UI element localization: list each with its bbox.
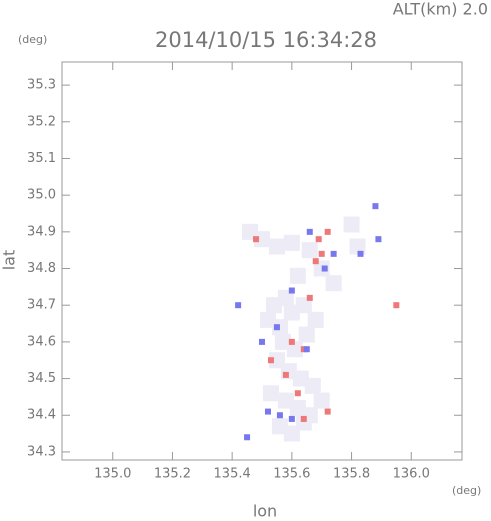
y-tick-label: 34.5 bbox=[27, 371, 56, 386]
y-axis-label: lat bbox=[0, 250, 19, 271]
data-point bbox=[349, 238, 366, 255]
data-point bbox=[301, 242, 318, 259]
data-point bbox=[306, 294, 313, 301]
data-point bbox=[283, 234, 300, 251]
data-point bbox=[375, 236, 382, 243]
data-point bbox=[312, 258, 319, 265]
data-point bbox=[330, 250, 337, 257]
y-tick-label: 35.0 bbox=[27, 188, 56, 203]
data-point bbox=[321, 265, 328, 272]
data-point bbox=[300, 415, 307, 422]
y-tick-label: 34.6 bbox=[27, 334, 56, 349]
y-tick-label: 34.3 bbox=[27, 444, 56, 459]
y-tick-label: 35.1 bbox=[27, 151, 56, 166]
y-tick-label: 34.9 bbox=[27, 224, 56, 239]
y-tick-label: 34.8 bbox=[27, 261, 56, 276]
data-point bbox=[289, 267, 306, 284]
y-tick-label: 35.2 bbox=[27, 114, 56, 129]
y-tick-label: 34.4 bbox=[27, 408, 56, 423]
data-point bbox=[276, 412, 283, 419]
chart-title: 2014/10/15 16:34:28 bbox=[155, 28, 377, 52]
x-tick-label: 136.0 bbox=[393, 467, 430, 482]
data-point bbox=[294, 390, 301, 397]
data-point bbox=[303, 346, 310, 353]
data-point bbox=[282, 371, 289, 378]
data-point bbox=[307, 311, 324, 328]
data-point bbox=[372, 203, 379, 210]
data-point bbox=[298, 326, 315, 343]
data-point bbox=[253, 236, 260, 243]
data-point bbox=[315, 236, 322, 243]
data-point bbox=[264, 408, 271, 415]
data-point bbox=[259, 338, 265, 345]
data-point bbox=[265, 297, 282, 314]
y-tick-label: 35.3 bbox=[27, 78, 56, 93]
data-point bbox=[343, 216, 360, 233]
data-point bbox=[288, 338, 295, 345]
data-point bbox=[318, 250, 325, 257]
data-point bbox=[273, 324, 280, 331]
data-point bbox=[288, 415, 295, 422]
data-point bbox=[357, 250, 364, 257]
data-point bbox=[268, 238, 285, 255]
x-tick-label: 135.8 bbox=[333, 467, 370, 482]
plot-frame bbox=[61, 61, 463, 461]
data-point bbox=[306, 228, 313, 235]
x-tick-label: 135.4 bbox=[214, 467, 251, 482]
data-point bbox=[313, 392, 330, 409]
data-point bbox=[262, 385, 279, 402]
data-point bbox=[288, 287, 295, 294]
data-point bbox=[295, 414, 312, 431]
data-point bbox=[324, 228, 331, 235]
annotation: ALT(km) 2.0 bbox=[393, 0, 488, 19]
data-point bbox=[304, 377, 321, 394]
y-tick-label: 34.7 bbox=[27, 298, 56, 313]
data-point bbox=[393, 302, 400, 309]
data-point bbox=[325, 275, 342, 292]
data-point bbox=[286, 341, 303, 358]
data-point bbox=[235, 302, 242, 309]
x-tick-label: 135.2 bbox=[154, 467, 191, 482]
x-unit: (deg) bbox=[452, 484, 481, 497]
x-tick-label: 135.0 bbox=[94, 467, 131, 482]
x-axis-label: lon bbox=[253, 502, 277, 521]
data-point bbox=[254, 231, 270, 248]
data-point bbox=[324, 408, 331, 415]
y-unit: (deg) bbox=[18, 33, 47, 46]
data-point bbox=[267, 357, 274, 364]
data-point bbox=[244, 434, 251, 441]
x-tick-label: 135.6 bbox=[273, 467, 310, 482]
data-point bbox=[295, 297, 312, 314]
